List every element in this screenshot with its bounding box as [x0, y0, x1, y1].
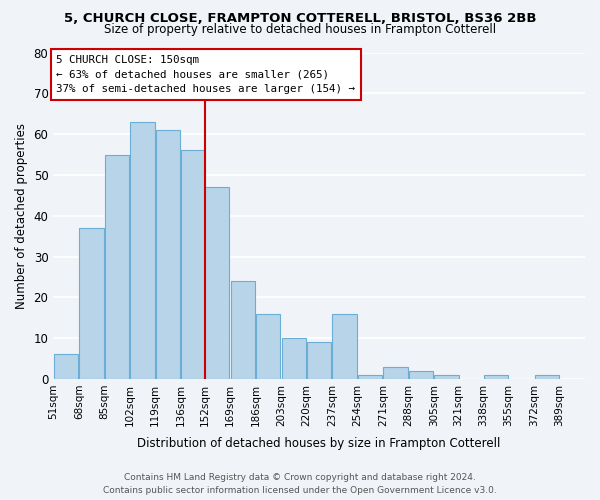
- Bar: [205, 187, 229, 379]
- Bar: [156, 130, 180, 379]
- Y-axis label: Number of detached properties: Number of detached properties: [15, 122, 28, 308]
- Bar: [484, 375, 508, 379]
- Bar: [535, 375, 559, 379]
- Text: 5 CHURCH CLOSE: 150sqm
← 63% of detached houses are smaller (265)
37% of semi-de: 5 CHURCH CLOSE: 150sqm ← 63% of detached…: [56, 54, 355, 94]
- Bar: [281, 338, 306, 379]
- Bar: [230, 281, 255, 379]
- Text: Contains HM Land Registry data © Crown copyright and database right 2024.
Contai: Contains HM Land Registry data © Crown c…: [103, 474, 497, 495]
- Bar: [409, 370, 433, 379]
- Text: Size of property relative to detached houses in Frampton Cotterell: Size of property relative to detached ho…: [104, 22, 496, 36]
- Bar: [383, 366, 407, 379]
- Bar: [332, 314, 357, 379]
- Bar: [130, 122, 155, 379]
- Bar: [307, 342, 331, 379]
- Bar: [79, 228, 104, 379]
- Bar: [434, 375, 458, 379]
- Bar: [54, 354, 78, 379]
- Bar: [358, 375, 382, 379]
- Bar: [256, 314, 280, 379]
- X-axis label: Distribution of detached houses by size in Frampton Cotterell: Distribution of detached houses by size …: [137, 437, 501, 450]
- Text: 5, CHURCH CLOSE, FRAMPTON COTTERELL, BRISTOL, BS36 2BB: 5, CHURCH CLOSE, FRAMPTON COTTERELL, BRI…: [64, 12, 536, 26]
- Bar: [105, 154, 129, 379]
- Bar: [181, 150, 205, 379]
